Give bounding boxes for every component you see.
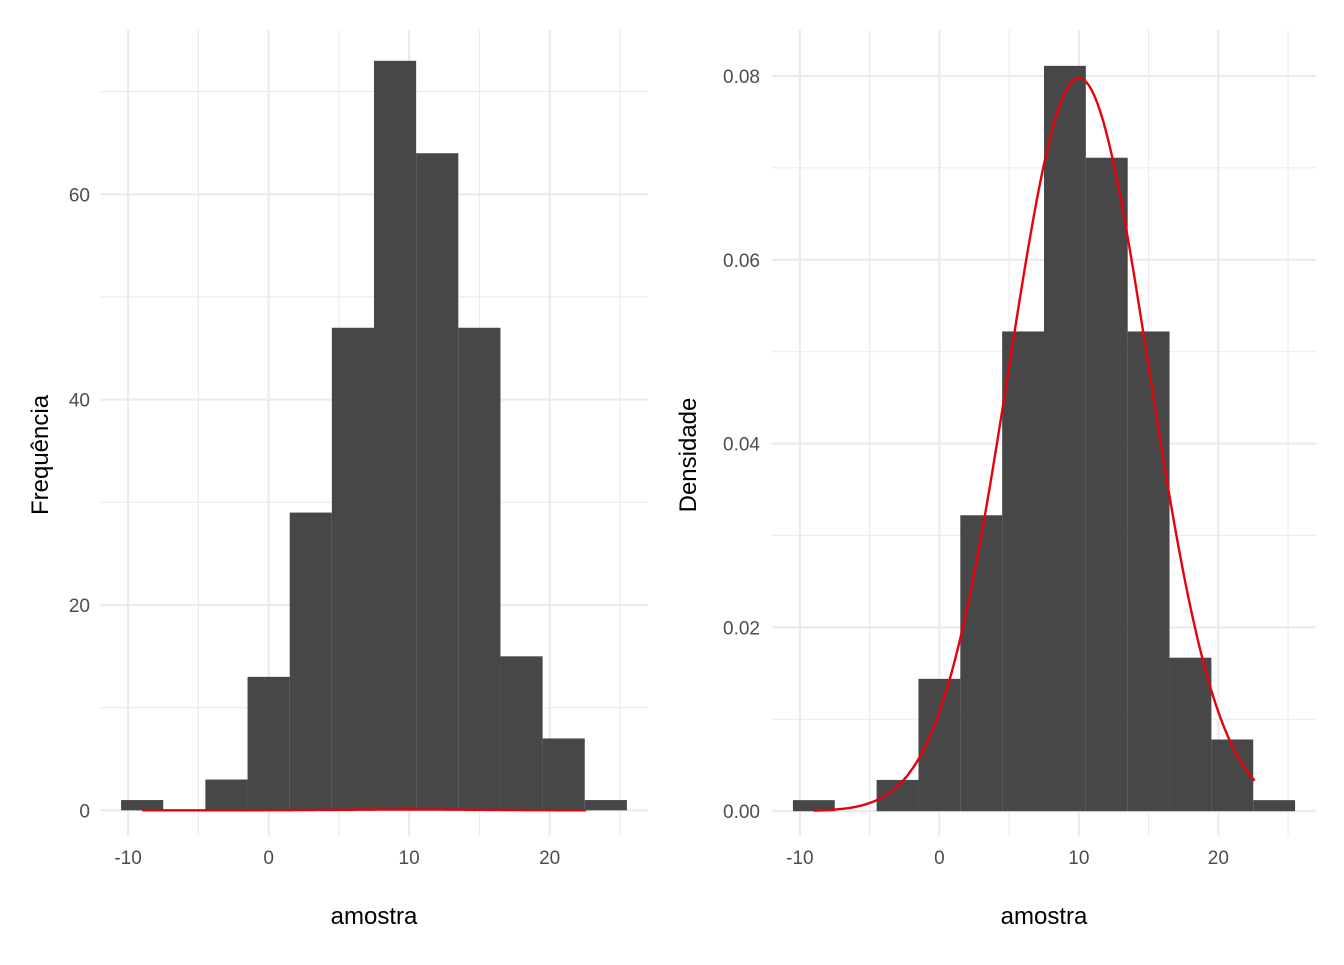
- x-tick-label: -10: [114, 848, 141, 869]
- y-tick-label: 40: [69, 391, 90, 412]
- histogram-bar: [205, 779, 248, 811]
- histogram-bar: [1044, 65, 1086, 812]
- x-tick-label: -10: [786, 848, 813, 869]
- x-tick-label: 10: [399, 848, 420, 869]
- histogram-bar: [374, 60, 417, 811]
- histogram-bar: [1085, 157, 1128, 812]
- y-axis-title: Densidade: [675, 398, 702, 513]
- density-curve: [142, 808, 587, 812]
- x-tick-label: 20: [539, 848, 560, 869]
- histogram-bars: [121, 60, 627, 811]
- density-curve: [813, 76, 1256, 812]
- histogram-bar: [500, 656, 543, 811]
- histogram-bar: [792, 800, 835, 812]
- y-tick-label: 0: [79, 801, 90, 822]
- histogram-bar: [458, 327, 501, 811]
- histogram-bars: [792, 65, 1296, 812]
- histogram-bar: [416, 153, 459, 811]
- histogram-bar: [584, 800, 627, 811]
- x-tick-label: 20: [1208, 848, 1229, 869]
- x-tick-label: 0: [263, 848, 274, 869]
- y-tick-label: 0.00: [723, 802, 760, 823]
- histogram-bar: [1253, 800, 1296, 812]
- y-tick-label: 0.08: [723, 67, 760, 88]
- y-tick-label: 0.02: [723, 618, 760, 639]
- x-tick-label: 0: [934, 848, 945, 869]
- histogram-bar: [1127, 331, 1170, 812]
- y-axis-title: Frequência: [27, 394, 54, 515]
- histogram-bar: [542, 738, 585, 811]
- x-tick-label: 10: [1068, 848, 1089, 869]
- y-tick-label: 0.04: [723, 435, 760, 456]
- y-tick-label: 20: [69, 596, 90, 617]
- histogram-bar: [1169, 657, 1212, 812]
- histogram-bar: [331, 327, 374, 811]
- histogram-bar: [1211, 739, 1254, 812]
- density-histogram-panel: -10 0 10 20 0.00 0.02 0.04 0.06 0.08 amostra Densi…: [675, 30, 1316, 930]
- histogram-bar: [1002, 331, 1044, 812]
- x-axis-title: amostra: [331, 903, 418, 930]
- histogram-bar: [960, 515, 1003, 812]
- y-tick-label: 0.06: [723, 251, 760, 272]
- x-axis-title: amostra: [1001, 903, 1088, 930]
- histogram-bar: [247, 676, 290, 811]
- y-tick-label: 60: [69, 185, 90, 206]
- histogram-bar: [121, 800, 164, 811]
- frequency-histogram-panel: -10 0 10 20 0 20 40 60 amostra Frequência: [27, 30, 648, 930]
- histogram-bar: [289, 512, 332, 811]
